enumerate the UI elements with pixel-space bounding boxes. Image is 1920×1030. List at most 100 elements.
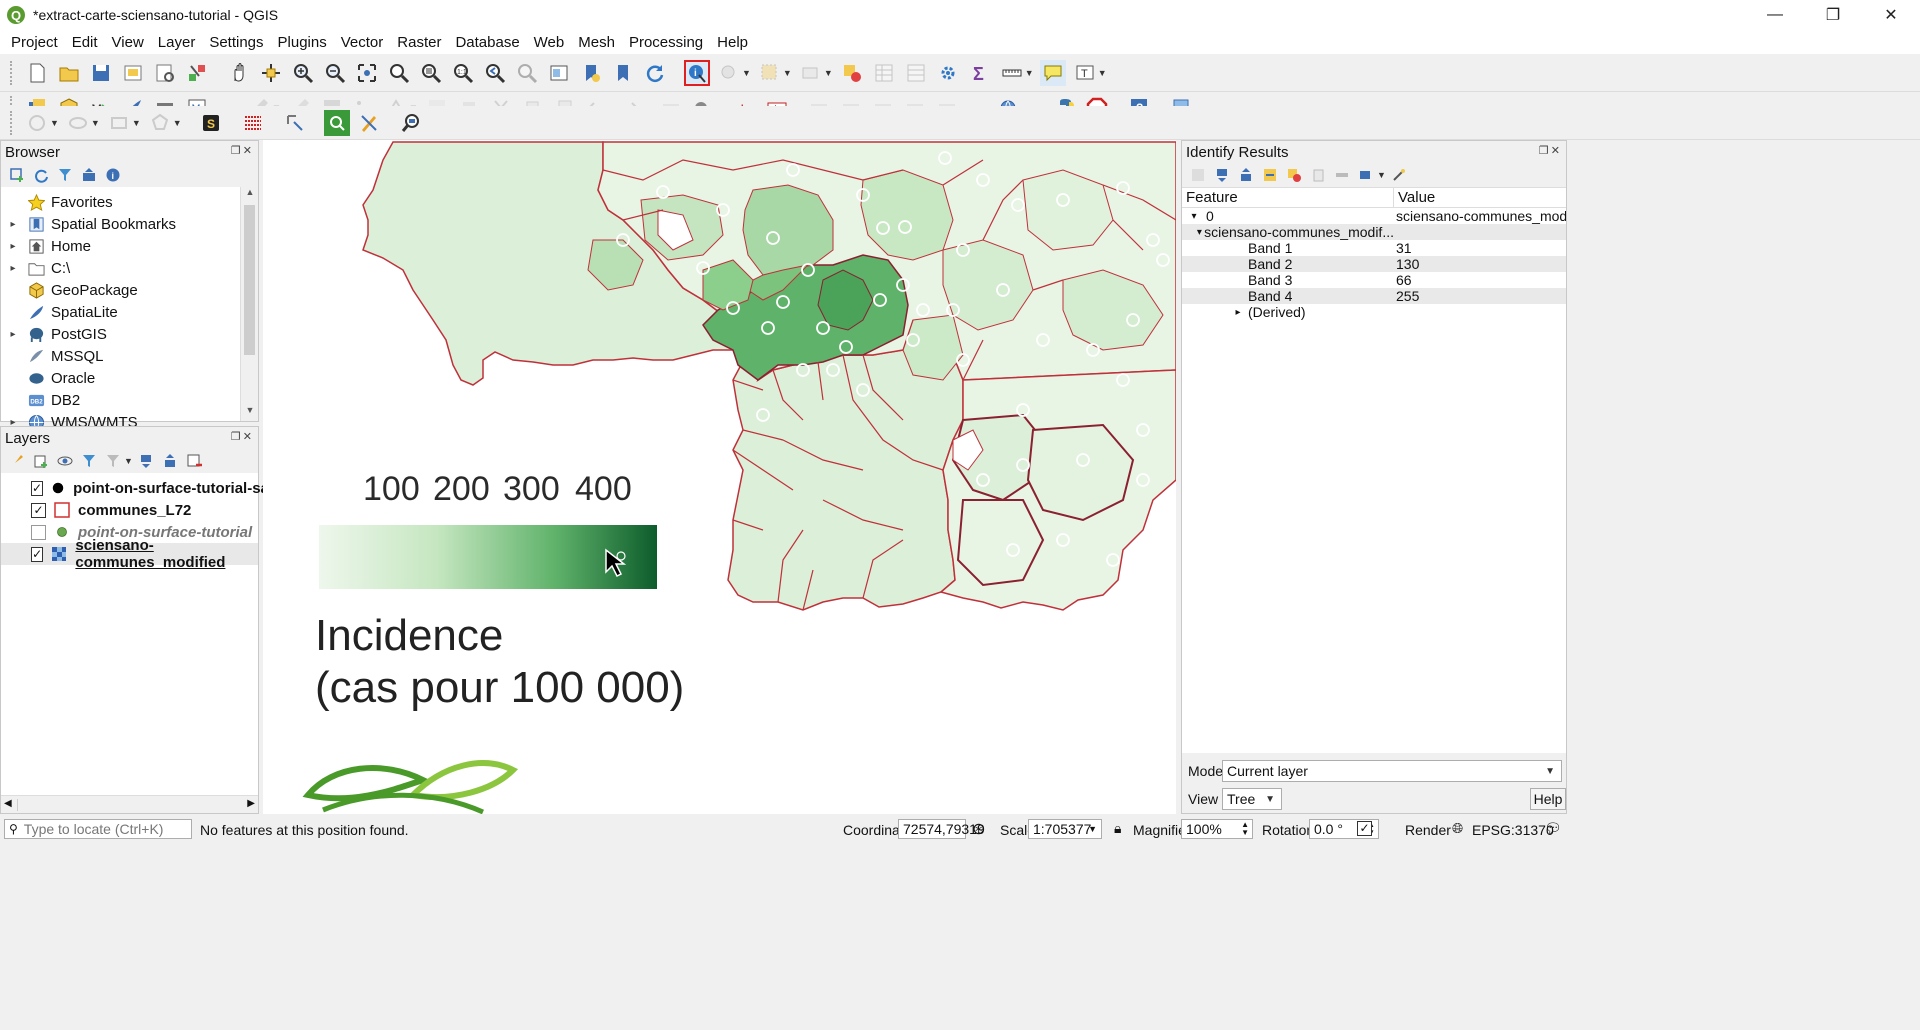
expand-arrow-icon[interactable]: ▸ bbox=[10, 328, 16, 340]
field-calculator-table-icon[interactable] bbox=[903, 60, 929, 86]
crs-globe-icon[interactable]: 🌐︎ bbox=[1452, 820, 1464, 836]
open-attribute-table-icon[interactable] bbox=[871, 60, 897, 86]
menu-layer[interactable]: Layer bbox=[157, 33, 196, 51]
browser-item-db2[interactable]: DB2 DB2 bbox=[1, 389, 240, 411]
add-circle-icon[interactable] bbox=[24, 110, 50, 136]
menu-view[interactable]: View bbox=[111, 33, 144, 51]
lock-scale-icon[interactable]: 🔒︎ bbox=[1114, 820, 1122, 836]
browser-item-spatial-bookmarks[interactable]: ▸ Spatial Bookmarks bbox=[1, 213, 240, 235]
menu-processing[interactable]: Processing bbox=[628, 33, 704, 51]
statistics-sigma-icon[interactable]: Σ bbox=[967, 60, 993, 86]
layer-item-communes-l72[interactable]: ✓ communes_L72 bbox=[1, 499, 258, 521]
minimize-button[interactable]: — bbox=[1767, 6, 1783, 23]
zoom-full-icon[interactable] bbox=[354, 60, 380, 86]
browser-item-mssql[interactable]: MSSQL bbox=[1, 345, 240, 367]
zoom-next-icon[interactable] bbox=[514, 60, 540, 86]
new-print-layout-icon[interactable] bbox=[120, 60, 146, 86]
expand-new-results-icon[interactable] bbox=[1260, 165, 1280, 185]
filter-by-expression-icon[interactable] bbox=[103, 451, 123, 471]
menu-raster[interactable]: Raster bbox=[397, 33, 442, 51]
identify-features-icon[interactable]: i bbox=[684, 59, 710, 86]
text-annotation-icon[interactable]: T bbox=[1072, 60, 1098, 86]
add-group-icon[interactable] bbox=[31, 451, 51, 471]
open-project-icon[interactable] bbox=[56, 60, 82, 86]
measure-ruler-icon[interactable] bbox=[999, 60, 1025, 86]
column-header-value[interactable]: Value bbox=[1398, 189, 1436, 206]
processing-script-icon[interactable]: S bbox=[198, 110, 224, 136]
zoom-last-icon[interactable] bbox=[482, 60, 508, 86]
new-project-icon[interactable] bbox=[24, 60, 50, 86]
grid-plugin-icon[interactable] bbox=[240, 110, 266, 136]
panel-float-close-icon[interactable]: ❐✕ bbox=[1538, 145, 1562, 157]
refresh-browser-icon[interactable] bbox=[31, 165, 51, 185]
expand-all-icon[interactable] bbox=[136, 451, 156, 471]
select-tool-plugin-icon[interactable] bbox=[282, 110, 308, 136]
menu-mesh[interactable]: Mesh bbox=[578, 33, 615, 51]
menu-help[interactable]: Help bbox=[717, 33, 748, 51]
show-bookmarks-icon[interactable] bbox=[610, 60, 636, 86]
menu-edit[interactable]: Edit bbox=[71, 33, 98, 51]
result-row-derived[interactable]: ▸ (Derived) bbox=[1182, 304, 1566, 320]
zoom-in-icon[interactable] bbox=[290, 60, 316, 86]
toolbox-gear-icon[interactable] bbox=[935, 60, 961, 86]
collapse-tree-icon[interactable] bbox=[1236, 165, 1256, 185]
result-row-layer[interactable]: ▾ sciensano-communes_modif... bbox=[1182, 224, 1566, 240]
menu-web[interactable]: Web bbox=[533, 33, 565, 51]
menu-project[interactable]: Project bbox=[11, 33, 58, 51]
mode-select[interactable]: Current layer ▼ bbox=[1222, 760, 1562, 782]
map-tips-icon[interactable] bbox=[1039, 59, 1066, 86]
result-row-band-2[interactable]: Band 2 130 bbox=[1182, 256, 1566, 272]
browser-item-postgis[interactable]: ▸ PostGIS bbox=[1, 323, 240, 345]
panel-float-close-icon[interactable]: ❐✕ bbox=[230, 145, 254, 157]
expand-arrow-icon[interactable]: ▸ bbox=[10, 262, 16, 274]
layer-visibility-checkbox[interactable] bbox=[31, 524, 46, 540]
result-row-band-4[interactable]: Band 4 255 bbox=[1182, 288, 1566, 304]
layer-item-point-on-surface[interactable]: point-on-surface-tutorial bbox=[1, 521, 258, 543]
new-bookmark-icon[interactable] bbox=[578, 60, 604, 86]
collapse-all-layers-icon[interactable] bbox=[160, 451, 180, 471]
expand-arrow-icon[interactable]: ▸ bbox=[10, 416, 16, 428]
browser-item-favorites[interactable]: Favorites bbox=[1, 191, 240, 213]
refresh-icon[interactable] bbox=[642, 60, 668, 86]
layout-manager-icon[interactable] bbox=[152, 60, 178, 86]
menu-settings[interactable]: Settings bbox=[209, 33, 264, 51]
feature-form-icon[interactable] bbox=[1188, 165, 1208, 185]
zoom-to-layer-icon[interactable] bbox=[418, 60, 444, 86]
remove-layer-icon[interactable] bbox=[184, 451, 204, 471]
collapse-all-icon[interactable] bbox=[79, 165, 99, 185]
messages-icon[interactable]: 💬︎ bbox=[1544, 820, 1562, 836]
zoom-search-plugin-icon[interactable] bbox=[398, 110, 424, 136]
identify-mode-selector-icon[interactable] bbox=[1356, 165, 1376, 185]
collapse-arrow-icon[interactable]: ▾ bbox=[1191, 210, 1197, 222]
layer-styling-icon[interactable] bbox=[7, 451, 27, 471]
expand-arrow-icon[interactable]: ▸ bbox=[1235, 306, 1241, 318]
coordinate-field[interactable]: 72574,79319 bbox=[898, 819, 985, 839]
layer-visibility-checkbox[interactable]: ✓ bbox=[31, 546, 44, 562]
column-header-feature[interactable]: Feature bbox=[1182, 188, 1394, 207]
browser-item-c-drive[interactable]: ▸ C:\ bbox=[1, 257, 240, 279]
collapse-arrow-icon[interactable]: ▾ bbox=[1196, 226, 1202, 238]
result-row-band-3[interactable]: Band 3 66 bbox=[1248, 272, 1412, 288]
add-selected-layers-icon[interactable] bbox=[7, 165, 27, 185]
info-icon[interactable]: i bbox=[103, 165, 123, 185]
menu-vector[interactable]: Vector bbox=[340, 33, 384, 51]
manage-map-themes-icon[interactable] bbox=[55, 451, 75, 471]
expand-arrow-icon[interactable]: ▸ bbox=[10, 218, 16, 230]
maximize-button[interactable]: ❐ bbox=[1825, 7, 1841, 24]
search-plugin-icon[interactable] bbox=[323, 109, 350, 136]
toggle-highlight-icon[interactable] bbox=[1332, 165, 1352, 185]
toggle-extents-icon[interactable]: ⊛ bbox=[972, 821, 986, 838]
map-canvas[interactable]: 100 200 300 400 Incidence (cas pour 100 … bbox=[263, 140, 1176, 814]
filter-legend-icon[interactable] bbox=[79, 451, 99, 471]
browser-item-oracle[interactable]: Oracle bbox=[1, 367, 240, 389]
browser-item-home[interactable]: ▸ Home bbox=[1, 235, 240, 257]
pan-to-selection-icon[interactable] bbox=[258, 60, 284, 86]
identify-settings-icon[interactable] bbox=[1389, 165, 1409, 185]
close-button[interactable]: ✕ bbox=[1884, 7, 1898, 24]
menu-database[interactable]: Database bbox=[455, 33, 520, 51]
menu-plugins[interactable]: Plugins bbox=[277, 33, 327, 51]
new-map-view-icon[interactable] bbox=[546, 60, 572, 86]
toolbar-grip[interactable] bbox=[10, 110, 15, 135]
deselect-features-icon[interactable] bbox=[839, 60, 865, 86]
layers-horizontal-scrollbar[interactable]: ◀ ▶ bbox=[1, 795, 258, 813]
